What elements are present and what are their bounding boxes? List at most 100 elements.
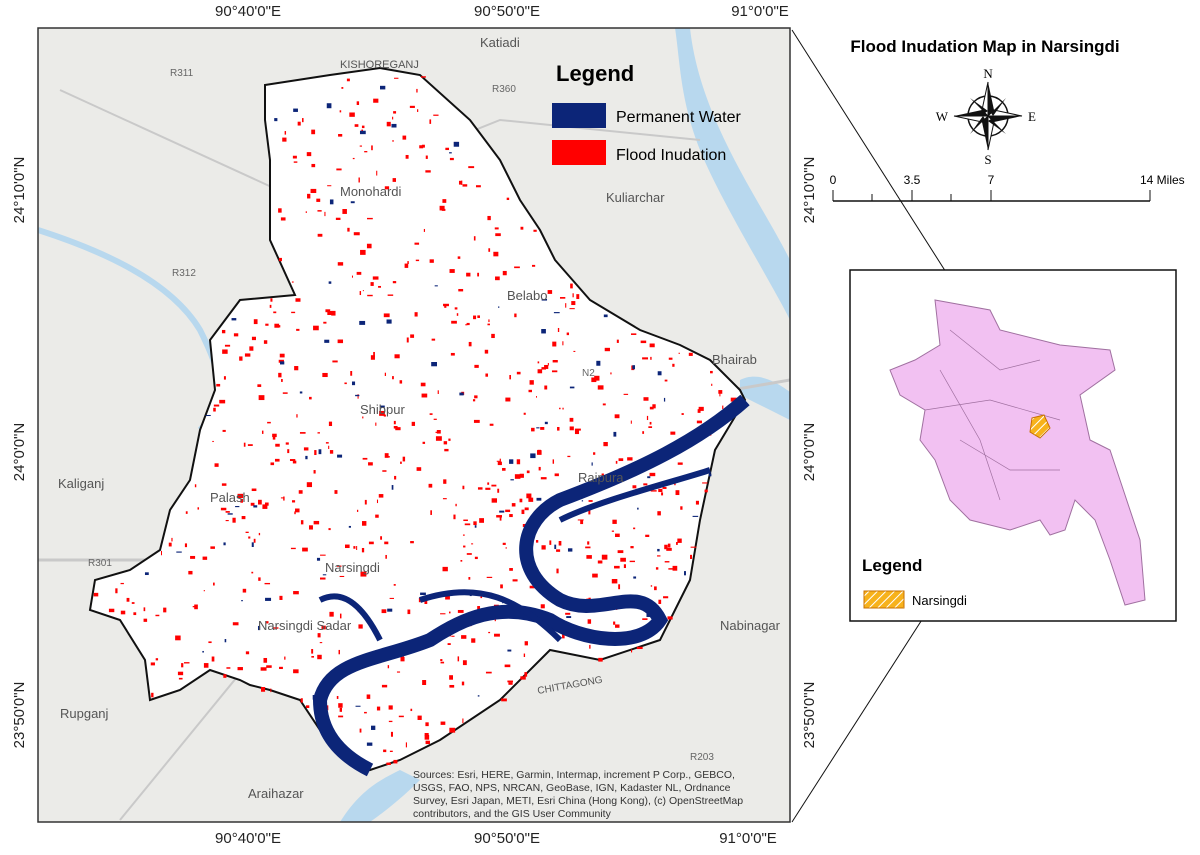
flood-pixel <box>425 722 429 727</box>
flood-pixel <box>460 560 463 562</box>
flood-pixel <box>704 489 708 493</box>
flood-pixel <box>307 193 311 199</box>
flood-pixel <box>380 405 385 408</box>
flood-pixel <box>466 272 471 277</box>
flood-pixel <box>516 371 521 375</box>
flood-pixel <box>348 525 351 528</box>
flood-pixel <box>507 649 512 652</box>
flood-pixel <box>245 651 250 655</box>
flood-pixel <box>646 415 649 421</box>
flood-pixel <box>305 455 308 460</box>
flood-pixel <box>640 340 647 344</box>
flood-pixel <box>237 493 244 499</box>
flood-pixel <box>424 734 430 740</box>
flood-pixel <box>293 161 298 163</box>
flood-pixel <box>208 641 212 644</box>
road-label: N2 <box>582 368 595 379</box>
flood-pixel <box>225 511 230 513</box>
compass-label: W <box>936 109 949 124</box>
flood-pixel <box>549 540 552 545</box>
flood-pixel <box>338 703 343 708</box>
flood-pixel <box>473 419 480 423</box>
flood-pixel <box>524 672 528 677</box>
place-label: Belabo <box>507 288 547 303</box>
flood-pixel <box>468 166 475 169</box>
flood-pixel <box>351 381 356 386</box>
flood-pixel <box>485 487 491 490</box>
flood-pixel <box>346 78 350 82</box>
flood-pixel <box>237 667 243 671</box>
flood-pixel <box>386 762 391 765</box>
flood-pixel <box>261 430 264 434</box>
flood-pixel <box>468 577 471 580</box>
flood-pixel <box>405 742 407 748</box>
flood-pixel <box>384 372 387 376</box>
flood-pixel <box>523 412 526 415</box>
flood-pixel <box>512 579 518 582</box>
flood-pixel <box>462 534 465 536</box>
flood-pixel <box>280 217 286 221</box>
flood-pixel <box>538 450 541 455</box>
flood-pixel <box>450 352 455 356</box>
flood-pixel <box>491 498 498 503</box>
flood-pixel <box>213 404 220 407</box>
flood-pixel <box>559 297 566 299</box>
flood-pixel <box>274 323 280 328</box>
flood-pixel <box>664 379 668 382</box>
flood-pixel <box>185 511 188 514</box>
flood-pixel <box>541 367 547 370</box>
flood-pixel <box>434 285 438 287</box>
flood-pixel <box>355 705 361 707</box>
flood-pixel <box>339 110 342 113</box>
flood-pixel <box>388 720 393 723</box>
flood-pixel <box>181 663 184 668</box>
flood-pixel <box>242 588 247 593</box>
flood-pixel <box>250 502 255 506</box>
flood-pixel <box>371 725 376 730</box>
coord-label: 90°40'0"E <box>215 830 281 847</box>
flood-pixel <box>376 706 381 711</box>
flood-pixel <box>341 87 344 89</box>
road-label: R312 <box>172 268 196 279</box>
flood-pixel <box>497 488 500 493</box>
flood-pixel <box>499 517 502 521</box>
flood-pixel <box>533 229 537 232</box>
flood-pixel <box>573 350 576 352</box>
flood-pixel <box>668 568 675 570</box>
flood-pixel <box>489 423 494 426</box>
flood-pixel <box>420 592 426 596</box>
flood-pixel <box>354 124 359 127</box>
flood-pixel <box>514 266 520 269</box>
flood-pixel <box>668 357 673 360</box>
flood-pixel <box>334 490 338 494</box>
legend: Legend Permanent Water Flood Inudation <box>552 61 741 165</box>
flood-pixel <box>362 457 368 460</box>
flood-pixel <box>632 365 636 370</box>
flood-pixel <box>487 215 491 221</box>
flood-pixel <box>335 217 341 220</box>
compass-label: S <box>984 152 991 167</box>
flood-pixel <box>219 399 226 404</box>
flood-pixel <box>361 125 365 129</box>
flood-pixel <box>618 458 624 462</box>
flood-pixel <box>373 351 375 357</box>
flood-pixel <box>274 118 278 122</box>
place-label: Kuliarchar <box>606 190 665 205</box>
flood-pixel <box>594 375 600 381</box>
flood-pixel <box>282 392 288 394</box>
flood-pixel <box>221 483 227 486</box>
flood-pixel <box>505 547 507 549</box>
flood-pixel <box>253 505 258 508</box>
flood-pixel <box>327 310 334 316</box>
flood-pixel <box>676 542 678 545</box>
flood-pixel <box>611 578 618 584</box>
flood-pixel <box>445 147 450 151</box>
flood-pixel <box>384 541 389 545</box>
flood-pixel <box>192 606 195 608</box>
flood-pixel <box>120 582 124 585</box>
flood-pixel <box>597 385 604 390</box>
flood-pixel <box>332 360 338 363</box>
place-label: Shibpur <box>360 402 405 417</box>
flood-pixel <box>265 597 272 601</box>
flood-pixel <box>231 318 237 321</box>
